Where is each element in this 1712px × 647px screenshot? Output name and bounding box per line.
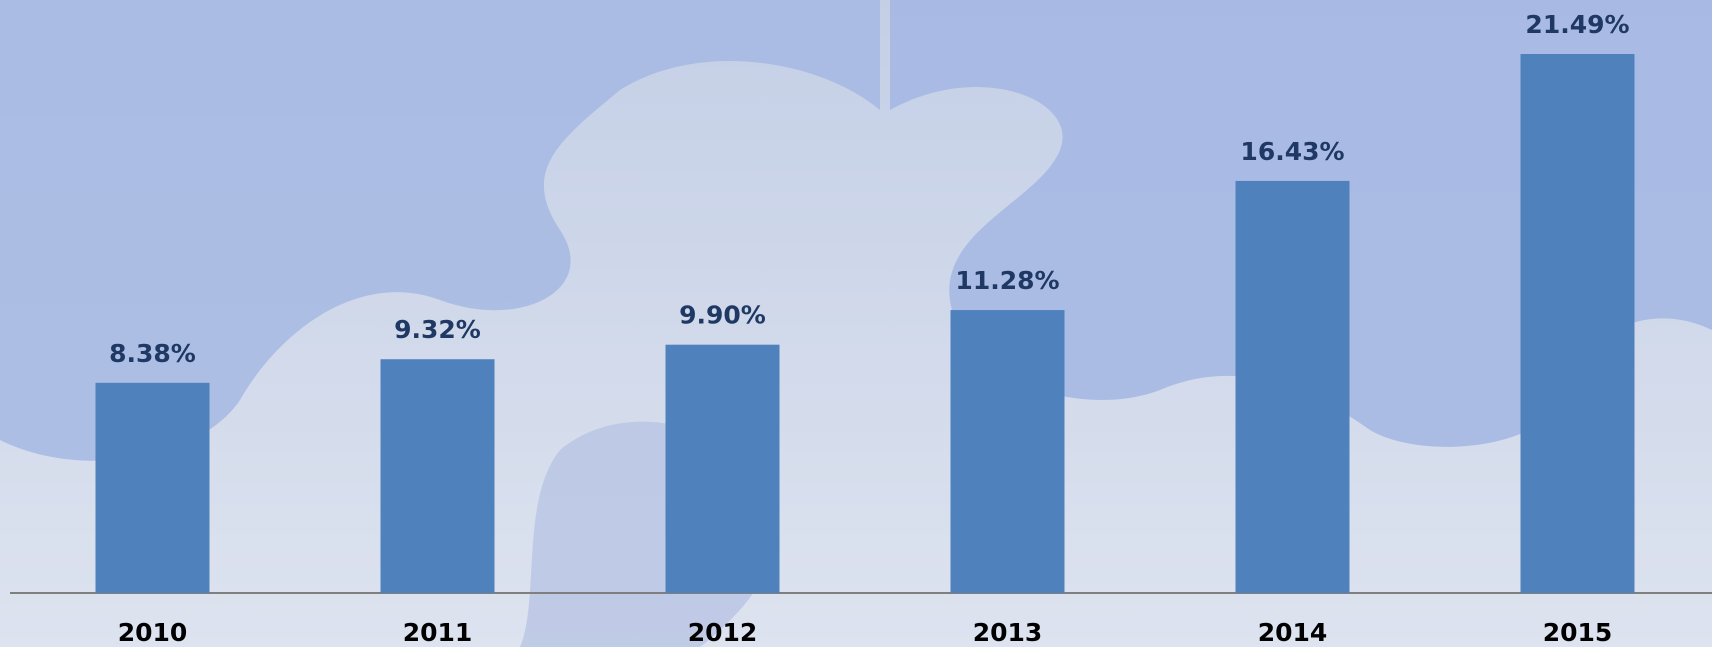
bar — [380, 359, 495, 593]
x-tick-label: 2015 — [1543, 618, 1613, 647]
data-label: 21.49% — [1525, 10, 1629, 39]
data-label: 16.43% — [1240, 137, 1344, 166]
bar — [950, 310, 1065, 593]
data-label: 9.32% — [394, 315, 481, 344]
data-label: 8.38% — [109, 339, 196, 368]
bar — [95, 382, 210, 593]
x-tick-label: 2010 — [118, 618, 188, 647]
data-label: 9.90% — [679, 301, 766, 330]
x-tick-label: 2012 — [688, 618, 758, 647]
puzzle-piece — [0, 0, 880, 461]
x-tick-label: 2014 — [1258, 618, 1328, 647]
x-tick-label: 2013 — [973, 618, 1043, 647]
x-tick-label: 2011 — [403, 618, 473, 647]
bar — [1520, 54, 1635, 593]
bar — [665, 344, 780, 593]
bar — [1235, 180, 1350, 593]
data-label: 11.28% — [955, 266, 1059, 295]
